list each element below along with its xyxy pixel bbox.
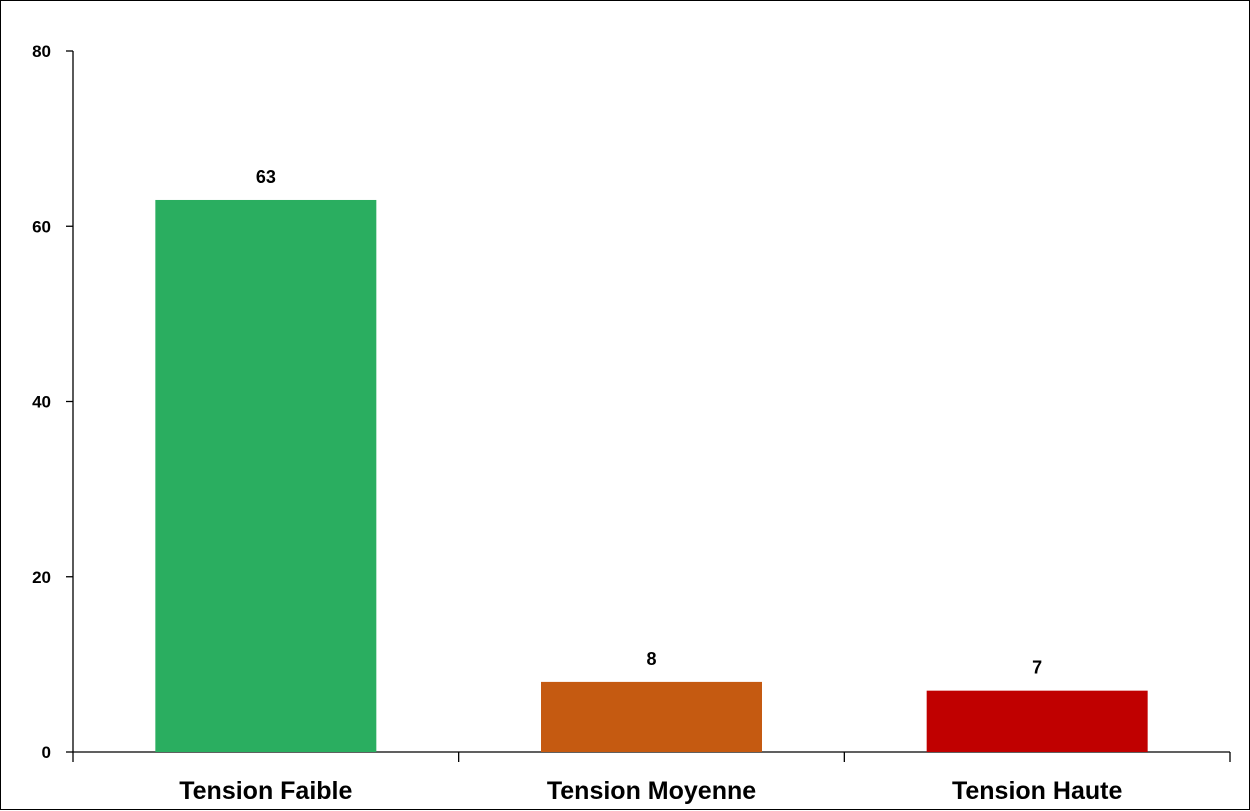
y-tick-label: 0 bbox=[42, 743, 51, 762]
bar-value-label: 8 bbox=[646, 649, 656, 669]
y-tick-label: 80 bbox=[32, 42, 51, 61]
x-category-label: Tension Faible bbox=[179, 777, 352, 805]
bar bbox=[541, 681, 762, 752]
y-axis: 0 20 40 60 80 bbox=[32, 42, 74, 762]
bar-value-label: 63 bbox=[256, 167, 276, 187]
bar bbox=[155, 199, 377, 752]
bar-value-label: 7 bbox=[1032, 658, 1042, 678]
bars bbox=[155, 199, 1148, 752]
x-axis: Tension Faible Tension Moyenne Tension Hau… bbox=[72, 751, 1231, 805]
y-tick-label: 40 bbox=[32, 393, 51, 412]
x-category-label: Tension Haute bbox=[952, 777, 1122, 805]
y-tick-label: 60 bbox=[32, 217, 51, 236]
bar bbox=[926, 690, 1148, 752]
x-category-label: Tension Moyenne bbox=[547, 777, 756, 805]
data-labels: 63 8 7 bbox=[256, 167, 1042, 678]
y-tick-label: 20 bbox=[32, 568, 51, 587]
